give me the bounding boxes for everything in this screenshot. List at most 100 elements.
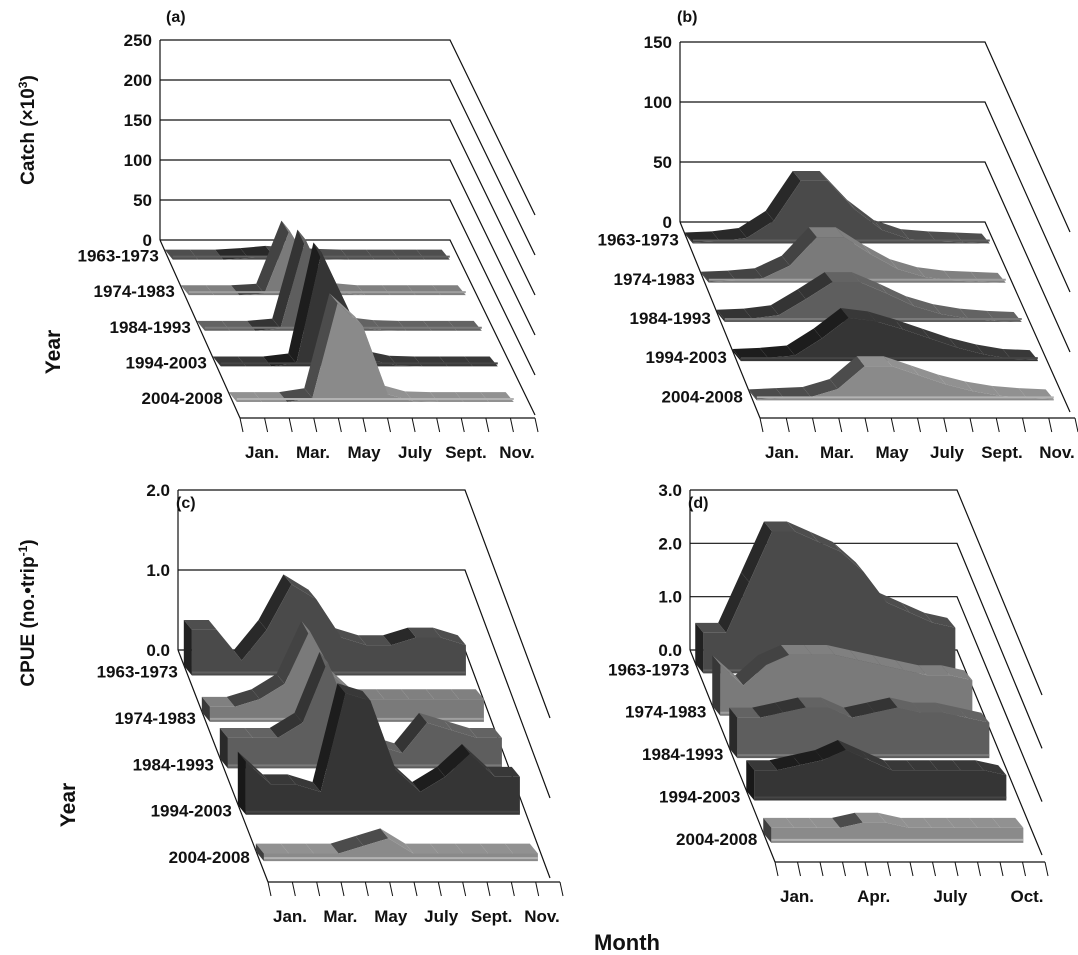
ribbon-top-segment (430, 843, 464, 854)
series-label: 1984-1993 (133, 755, 214, 774)
x-tick-label: Jan. (273, 907, 307, 926)
x-tick (999, 861, 1004, 877)
x-tick (759, 417, 764, 433)
ribbon-top-segment (991, 385, 1027, 399)
ribbon-top-segment (716, 308, 752, 320)
ribbon-front-face (724, 282, 1022, 322)
ribbon-top-segment (900, 817, 932, 828)
gridline (680, 41, 1071, 233)
x-tick (362, 417, 367, 433)
ribbon-top-segment (233, 620, 267, 661)
ribbon-top-segment (746, 760, 778, 771)
chart-panel-0: (a) 0 50 100 150 200 250 1963-1973 1974-1983 1984… (77, 9, 539, 462)
series-label: 1994-2003 (645, 348, 726, 367)
ribbon-top-segment (304, 293, 338, 399)
x-tick (842, 861, 846, 877)
x-tick (1048, 417, 1053, 433)
x-tick (785, 417, 790, 433)
ribbon-front-face (236, 303, 514, 402)
ribbon-top-segment (269, 712, 303, 738)
x-tick (812, 417, 816, 433)
ribbon-top-segment (387, 759, 421, 792)
ribbon-top-segment (305, 843, 339, 854)
ribbon-top-segment (856, 356, 892, 367)
ribbon-top-segment (729, 707, 761, 718)
ribbon-top-segment (355, 828, 389, 846)
series-ribbon-1994-2003 (237, 683, 520, 815)
chart-panel-2: (c) 0.0 1.0 2.0 1963-1973 1974-1983 1984-1993 1… (97, 481, 564, 926)
ribbon-top-segment (851, 272, 887, 294)
x-tick (267, 881, 272, 897)
series-label: 1963-1973 (608, 660, 689, 679)
ribbon-front-face (263, 838, 538, 862)
ribbon-top-segment (803, 645, 835, 655)
ribbon-top-segment (272, 229, 306, 329)
ribbon-top-segment (792, 750, 824, 766)
ribbon-front-face (245, 693, 520, 815)
series-label: 1994-2003 (151, 802, 232, 821)
x-tick-label: Apr. (857, 887, 890, 906)
ribbon-top-segment (932, 304, 968, 319)
ribbon-top-segment (735, 655, 767, 686)
ribbon-top-segment (394, 712, 428, 754)
x-tick (437, 881, 442, 897)
ribbon-top-segment (923, 817, 955, 828)
x-tick (387, 417, 391, 433)
ribbon-top-segment (813, 307, 849, 339)
ribbon-top-segment (752, 702, 784, 718)
ribbon-top-segment (786, 328, 822, 356)
ribbon-top-segment (969, 817, 1001, 828)
ribbon-top-segment (718, 572, 750, 633)
ribbon-top-segment (781, 227, 817, 266)
x-ticks (239, 417, 539, 433)
x-tick (559, 881, 564, 897)
x-tick (995, 417, 1000, 433)
series-label: 1963-1973 (97, 663, 178, 682)
ribbon-end-cap (732, 348, 741, 362)
ribbon-top-segment (797, 272, 833, 300)
ribbon-top-segment (846, 199, 882, 230)
ribbon-top-segment (401, 689, 435, 700)
ribbon-top-segment (330, 836, 364, 854)
ribbon-top-segment (208, 620, 242, 661)
series-label: 2004-2008 (661, 387, 742, 406)
ribbon-top-segment (741, 521, 773, 583)
ribbon-top-segment (809, 531, 841, 552)
ribbon-top-segment (407, 627, 441, 638)
gridline (160, 39, 536, 216)
y-tick-label: 0.0 (658, 641, 682, 660)
ribbon-top-segment (695, 622, 727, 633)
ribbon-top-segment (283, 574, 317, 600)
ribbon-top-segment (437, 744, 471, 777)
ribbon-top-segment (333, 627, 367, 646)
x-tick (864, 417, 869, 433)
ribbon-top-segment (769, 755, 801, 771)
y-tick-label: 150 (644, 33, 672, 52)
y-tick-label: 150 (124, 111, 152, 130)
panel-label: (b) (677, 9, 697, 26)
x-tick (264, 417, 269, 433)
ribbon-top-segment (376, 689, 410, 700)
ribbon-top-segment (486, 766, 520, 777)
ribbon-top-segment (432, 627, 466, 646)
ribbon-top-segment (873, 219, 909, 239)
ribbon-top-segment (975, 344, 1011, 359)
ribbon-top-segment (916, 267, 952, 281)
ribbon-top-segment (775, 387, 811, 399)
x-tick-label: Sept. (981, 443, 1023, 462)
x-tick (337, 417, 342, 433)
x-tick-label: Nov. (499, 443, 535, 462)
x-tick-label: Nov. (1039, 443, 1075, 462)
ribbon-top-segment (901, 602, 933, 623)
x-tick (535, 881, 540, 897)
x-tick (887, 861, 891, 877)
chart-panel-3: (d) 0.0 1.0 2.0 3.0 1963-1973 1974-1983 1984-19… (608, 481, 1049, 906)
ribbon-front-face (172, 255, 450, 260)
x-tick-label: Mar. (296, 443, 330, 462)
ribbon-top-segment (312, 683, 346, 792)
ribbon-front-face (720, 654, 973, 716)
ribbon-top-segment (379, 384, 414, 402)
ribbon-top-segment (775, 697, 807, 713)
x-tick-label: May (374, 907, 408, 926)
